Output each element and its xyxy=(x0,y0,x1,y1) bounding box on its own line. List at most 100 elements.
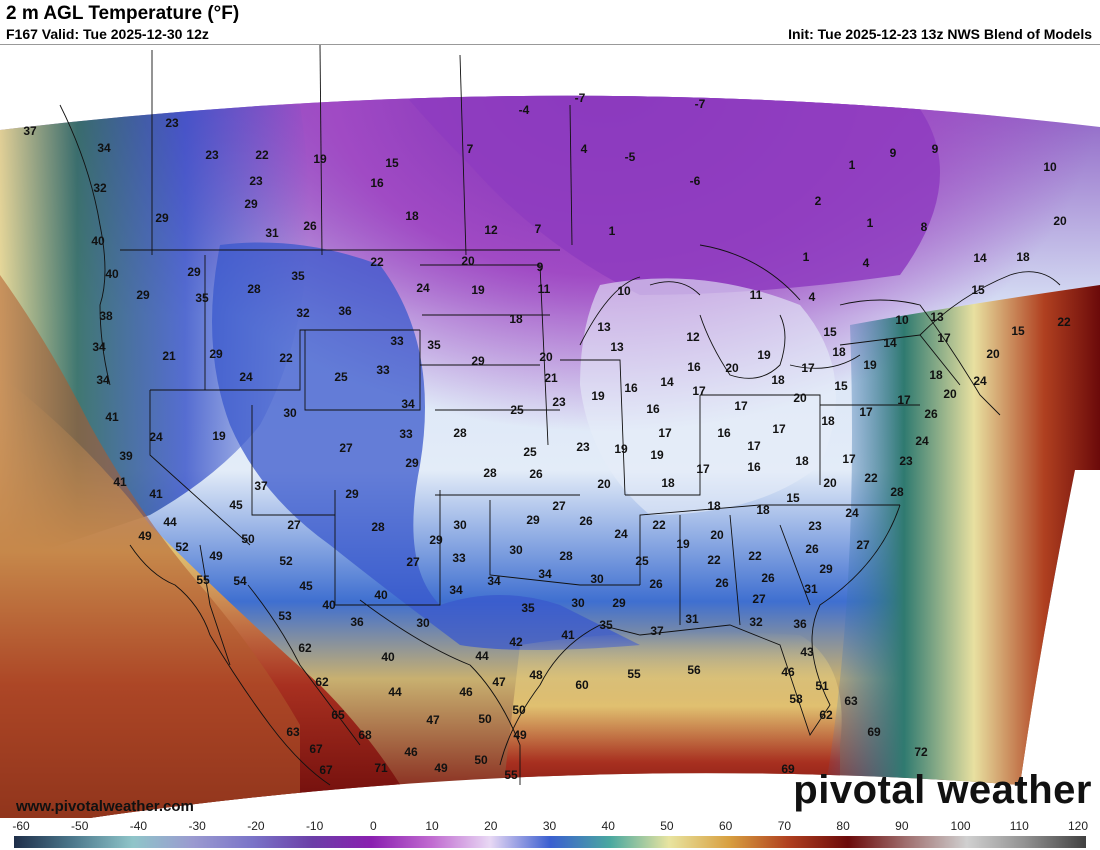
colorbar-tick-label: 110 xyxy=(1009,819,1029,833)
temperature-label: 26 xyxy=(924,407,938,421)
temperature-label: 17 xyxy=(692,384,706,398)
temperature-label: 22 xyxy=(1057,315,1071,329)
temperature-label: 20 xyxy=(597,477,611,491)
temperature-label: 35 xyxy=(599,618,613,632)
temperature-label: -5 xyxy=(625,150,636,164)
temperature-label: 41 xyxy=(105,410,119,424)
temperature-map[interactable]: 37 23 34 23 22 19 15 32 23 16 -4 -7 -7 7 4 -5 -6 1 9 9 10 29 2… xyxy=(0,45,1100,818)
temperature-label: 32 xyxy=(749,615,763,629)
temperature-label: 42 xyxy=(509,635,523,649)
temperature-label: 56 xyxy=(687,663,701,677)
temperature-label: 19 xyxy=(757,348,771,362)
temperature-label: 23 xyxy=(552,395,566,409)
temperature-label: -6 xyxy=(690,174,701,188)
temperature-label: 17 xyxy=(772,422,786,436)
temperature-label: 37 xyxy=(23,124,37,138)
colorbar-tick-label: -20 xyxy=(247,819,265,833)
temperature-label: 30 xyxy=(509,543,523,557)
temperature-label: 41 xyxy=(113,475,127,489)
temperature-label: 31 xyxy=(265,226,279,240)
temperature-label: 55 xyxy=(627,667,641,681)
colorbar-tick-label: 120 xyxy=(1067,819,1089,833)
temperature-label: 34 xyxy=(487,574,501,588)
temperature-label: 24 xyxy=(614,527,628,541)
temperature-label: 26 xyxy=(529,467,543,481)
temperature-label: 17 xyxy=(696,462,710,476)
temperature-label: 27 xyxy=(752,592,766,606)
colorbar-tick-label: -50 xyxy=(71,819,89,833)
temperature-label: 26 xyxy=(715,576,729,590)
temperature-label: 29 xyxy=(405,456,419,470)
temperature-label: 31 xyxy=(685,612,699,626)
temperature-label: 20 xyxy=(1053,214,1067,228)
temperature-label: 26 xyxy=(649,577,663,591)
temperature-label: 24 xyxy=(149,430,163,444)
temperature-label: 2 xyxy=(815,194,822,208)
temperature-label: 1 xyxy=(849,158,856,172)
website-link[interactable]: www.pivotalweather.com xyxy=(16,798,194,815)
temperature-label: 33 xyxy=(452,551,466,565)
temperature-label: 25 xyxy=(334,370,348,384)
temperature-label: 35 xyxy=(195,291,209,305)
temperature-label: 50 xyxy=(241,532,255,546)
temperature-label: 27 xyxy=(406,555,420,569)
temperature-label: 40 xyxy=(105,267,119,281)
temperature-label: 1 xyxy=(803,250,810,264)
temperature-label: 34 xyxy=(92,340,106,354)
temperature-label: 69 xyxy=(867,725,881,739)
temperature-label: 46 xyxy=(459,685,473,699)
temperature-label: 33 xyxy=(376,363,390,377)
temperature-label: 35 xyxy=(291,269,305,283)
temperature-label: 34 xyxy=(401,397,415,411)
temperature-label: 15 xyxy=(385,156,399,170)
temperature-label: 7 xyxy=(535,222,542,236)
temperature-label: 25 xyxy=(523,445,537,459)
temperature-label: 36 xyxy=(793,617,807,631)
temperature-label: 1 xyxy=(609,224,616,238)
temperature-label: 22 xyxy=(370,255,384,269)
temperature-label: 24 xyxy=(239,370,253,384)
colorbar-tick-label: 10 xyxy=(425,819,439,833)
temperature-label: 37 xyxy=(650,624,664,638)
temperature-label: 29 xyxy=(526,513,540,527)
temperature-field xyxy=(0,95,1100,818)
temperature-label: 20 xyxy=(710,528,724,542)
colorbar-tick-label: 100 xyxy=(950,819,971,833)
temperature-label: 20 xyxy=(943,387,957,401)
temperature-label: 50 xyxy=(474,753,488,767)
temperature-label: 29 xyxy=(345,487,359,501)
temperature-label: 65 xyxy=(331,708,345,722)
temperature-label: 19 xyxy=(313,152,327,166)
temperature-label: 34 xyxy=(97,141,111,155)
temperature-label: 22 xyxy=(652,518,666,532)
temperature-label: 16 xyxy=(687,360,701,374)
temperature-label: 67 xyxy=(309,742,323,756)
temperature-label: 69 xyxy=(781,762,795,776)
temperature-label: 34 xyxy=(449,583,463,597)
temperature-label: 27 xyxy=(339,441,353,455)
temperature-label: 16 xyxy=(370,176,384,190)
temperature-label: 22 xyxy=(279,351,293,365)
colorbar-tick-label: -10 xyxy=(305,819,324,833)
colorbar-tick-label: 30 xyxy=(542,819,557,833)
map-title: 2 m AGL Temperature (°F) xyxy=(6,3,240,24)
temperature-label: 62 xyxy=(315,675,329,689)
temperature-label: 55 xyxy=(196,573,210,587)
temperature-label: 44 xyxy=(388,685,402,699)
temperature-label: 55 xyxy=(504,768,518,782)
temperature-label: 40 xyxy=(91,234,105,248)
temperature-label: 48 xyxy=(529,668,543,682)
temperature-label: 62 xyxy=(298,641,312,655)
temperature-label: 60 xyxy=(575,678,589,692)
temperature-label: 49 xyxy=(209,549,223,563)
temperature-label: 18 xyxy=(509,312,523,326)
colorbar-tick-label: 70 xyxy=(777,819,792,833)
temperature-label: 49 xyxy=(434,761,448,775)
temperature-label: 41 xyxy=(149,487,163,501)
temperature-label: 29 xyxy=(136,288,150,302)
temperature-label: 54 xyxy=(233,574,247,588)
temperature-label: 24 xyxy=(845,506,859,520)
temperature-label: 16 xyxy=(717,426,731,440)
temperature-label: 53 xyxy=(278,609,292,623)
